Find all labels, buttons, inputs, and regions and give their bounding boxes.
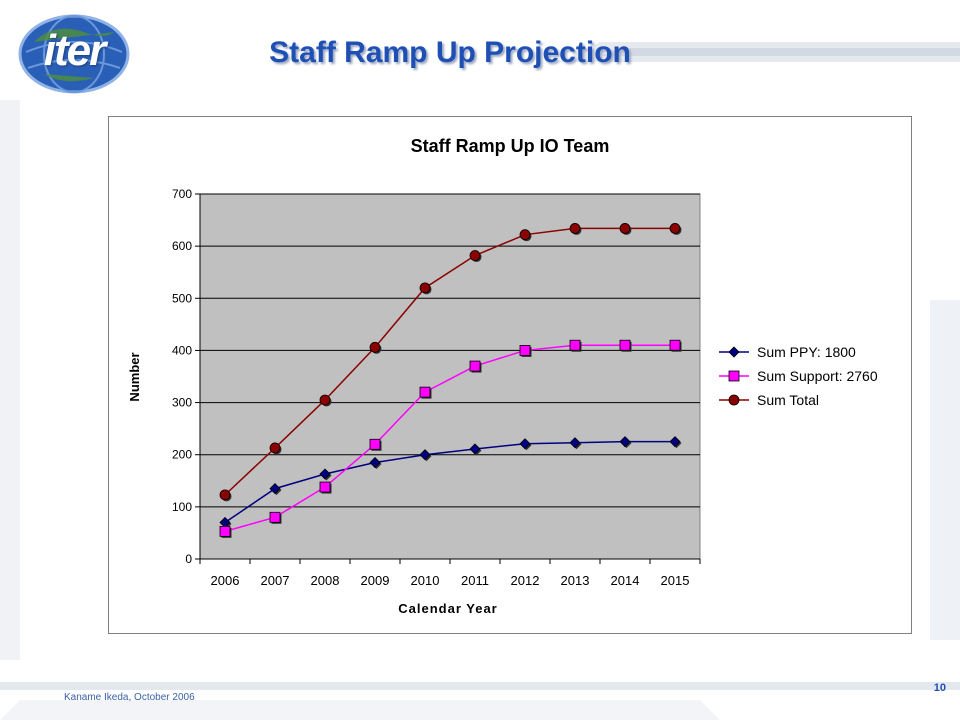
legend-marker [728,370,740,382]
chart-frame: Staff Ramp Up IO Team 0 100 200 300 400 500 60… [108,116,912,634]
x-tick-label: 2011 [461,573,489,588]
series-2 [219,339,682,538]
data-point [319,481,331,493]
y-tick-label: 600 [172,239,192,253]
series-layer [219,223,682,538]
x-tick-label: 2009 [361,573,390,588]
data-point [369,456,381,469]
y-tick-label: 100 [172,500,192,514]
data-point [669,223,681,234]
x-axis: 2006 2007 2008 2009 2010 2011 2012 2013 2014 2015 [199,558,701,588]
y-axis: 0 100 200 300 400 500 600 700 [172,187,201,566]
y-tick-label: 0 [185,552,192,566]
y-tick-label: 200 [172,448,192,462]
line-chart: Staff Ramp Up IO Team 0 100 200 300 400 500 60… [127,136,878,616]
data-point [269,483,281,495]
data-point [369,438,381,450]
data-point [619,339,631,351]
y-tick-label: 400 [172,343,192,357]
bottom-stripe [0,700,720,720]
data-point [569,223,581,234]
data-point [619,223,631,234]
data-point [419,449,431,461]
data-point [419,386,431,398]
legend-marker [728,394,740,406]
footer-stripe [0,682,960,690]
data-point [269,442,281,454]
data-point [569,339,581,351]
logo-text: iter [43,26,106,75]
globe-icon [18,14,130,94]
series-line [224,227,675,496]
legend-label: Sum Total [757,392,819,408]
left-stripe [0,100,20,660]
chart-title: Staff Ramp Up IO Team [411,136,610,156]
footer-author: Kaname Ikeda, October 2006 [64,692,195,703]
data-point [419,282,431,294]
data-point [369,341,381,353]
legend-item: Sum Total [719,392,819,408]
legend-item: Sum PPY: 1800 [719,344,856,360]
series-1 [219,436,682,529]
data-point [469,360,481,372]
iter-logo: iter [14,12,132,96]
y-tick-label: 500 [172,291,192,305]
x-tick-label: 2010 [411,573,440,588]
data-point [219,525,231,537]
data-point [519,229,531,241]
legend-item: Sum Support: 2760 [719,368,878,384]
x-tick-label: 2012 [511,573,540,588]
data-point [219,489,231,501]
page-number: 10 [933,682,946,694]
data-point [269,511,281,523]
slide-title: Staff Ramp Up Projection [269,36,631,69]
data-point [669,339,681,351]
legend-label: Sum PPY: 1800 [757,344,856,360]
header-stripe-inner [600,48,960,56]
series-3 [219,223,682,502]
series-line [224,344,675,533]
data-point [619,436,631,448]
data-point [469,250,481,261]
data-point [669,436,681,448]
x-tick-label: 2015 [661,573,690,588]
data-point [319,468,331,480]
legend-marker [728,346,740,358]
x-tick-label: 2013 [561,573,590,588]
data-point [469,443,481,455]
plot-area [199,193,701,560]
right-stripe [930,300,960,640]
data-point [569,437,581,449]
x-tick-label: 2007 [261,573,290,588]
plot-background [199,193,701,560]
x-tick-label: 2008 [311,573,340,588]
legend: Sum PPY: 1800 Sum Support: 2760 Sum Total [719,344,878,408]
y-tick-label: 700 [172,187,192,201]
x-axis-label: Calendar Year [398,601,497,616]
x-tick-label: 2014 [611,573,640,588]
data-point [519,438,531,450]
x-tick-label: 2006 [211,573,240,588]
legend-label: Sum Support: 2760 [757,368,878,384]
grid-lines [200,193,700,508]
data-point [319,394,331,406]
y-axis-label: Number [127,352,142,401]
data-point [519,345,531,356]
y-tick-label: 300 [172,396,192,410]
series-line [224,440,675,524]
